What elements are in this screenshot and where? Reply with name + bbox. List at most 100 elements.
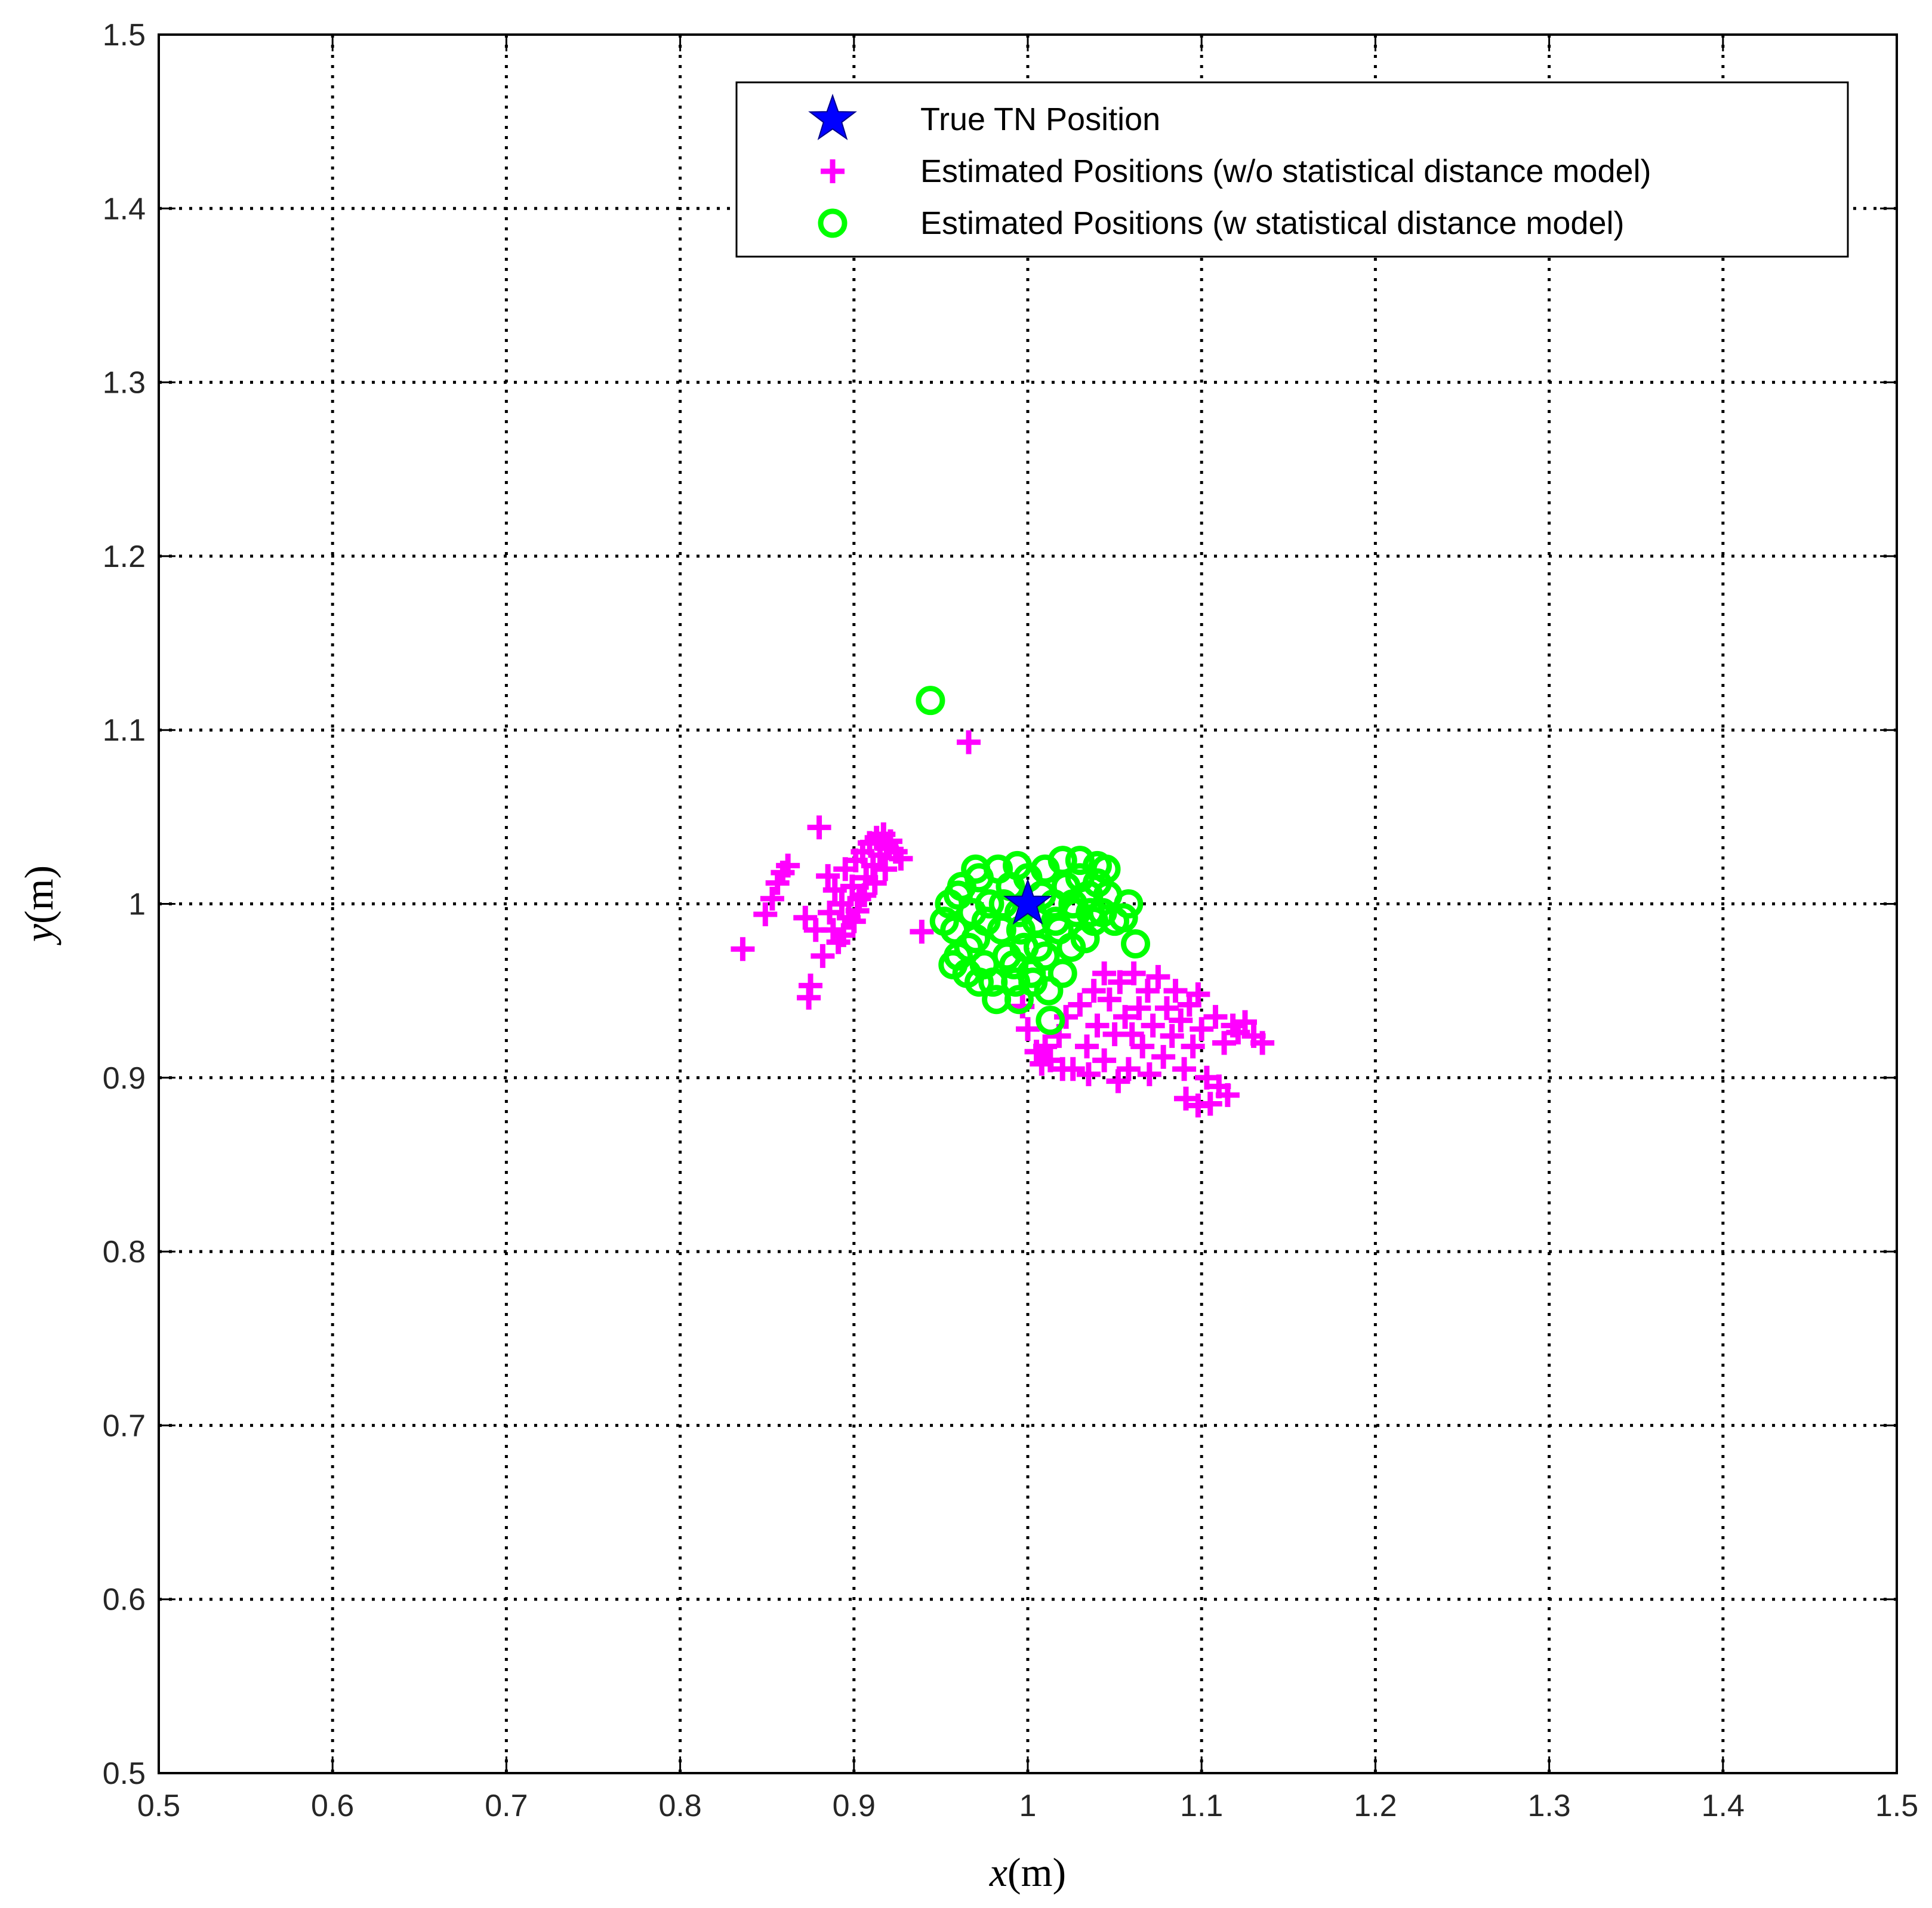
estimate-with-model-point [1003, 850, 1033, 880]
estimate-without-model-point [1135, 979, 1160, 1003]
estimate-without-model-point [956, 730, 981, 754]
estimate-with-model-point [1018, 967, 1048, 997]
estimate-without-model-point [760, 886, 784, 911]
estimate-with-model-point [1121, 929, 1151, 958]
x-axis-label: x(m) [989, 1850, 1066, 1895]
estimate-without-model-point [1033, 1034, 1058, 1059]
estimate-without-model-point [1194, 1065, 1219, 1090]
x-tick-label: 1.1 [1180, 1789, 1223, 1823]
x-tick-label: 1.3 [1527, 1789, 1570, 1823]
estimate-without-model-point [1121, 961, 1146, 986]
estimate-without-model-point [840, 874, 864, 899]
estimate-with-model-point [1082, 850, 1112, 880]
estimate-without-model-point [818, 901, 842, 925]
estimate-without-model-point [1106, 1069, 1130, 1093]
estimate-with-model-point [1076, 898, 1105, 927]
estimate-without-model-point [1068, 992, 1092, 1017]
estimate-without-model-point [1173, 1086, 1198, 1111]
estimate-with-model-point [982, 985, 1012, 1015]
estimate-without-model-point [845, 899, 870, 923]
legend-markers [808, 93, 857, 238]
estimate-without-model-point [889, 846, 913, 871]
estimate-without-model-point [862, 871, 887, 895]
y-tick-label: 1.1 [103, 713, 146, 748]
y-tick-label: 0.8 [103, 1235, 146, 1269]
estimate-with-model-point [929, 907, 959, 936]
x-tick-label: 0.9 [833, 1789, 876, 1823]
legend-box [735, 81, 1849, 258]
x-tick-label: 1.2 [1354, 1789, 1397, 1823]
estimate-without-model-point [1092, 1048, 1117, 1072]
estimate-without-model-point [1146, 964, 1170, 989]
estimate-with-model-point [1041, 907, 1071, 936]
y-tick-label: 1.3 [103, 366, 146, 400]
estimate-without-model-point [1085, 1013, 1110, 1038]
estimate-without-model-point [1116, 1057, 1141, 1081]
true-position-marker-group [1003, 878, 1052, 925]
estimate-with-model-point [1114, 889, 1144, 918]
estimate-with-model-point [1108, 903, 1138, 933]
estimate-with-model-point [999, 950, 1029, 979]
estimate-with-model-point [1047, 958, 1077, 988]
estimate-without-model-point [1076, 1062, 1101, 1086]
estimate-without-model-point [1016, 1017, 1040, 1041]
estimate-without-model-point [852, 883, 877, 907]
estimate-without-model-point [753, 902, 778, 926]
legend: True TN Position Estimated Positions (w/… [735, 81, 1849, 258]
data-series [731, 686, 1275, 1118]
estimate-without-model-point [1186, 1093, 1210, 1118]
estimate-with-model-point [1023, 932, 1053, 962]
estimate-without-model-point [793, 905, 818, 930]
y-axis-label: y(m) [16, 865, 61, 945]
estimate-without-model-point [1186, 982, 1210, 1006]
estimate-without-model-point [1250, 1031, 1275, 1055]
legend-label-with-model: Estimated Positions (w statistical dista… [920, 205, 1624, 241]
estimate-without-model-point [822, 878, 847, 902]
estimate-with-model-point [975, 889, 1004, 918]
estimate-without-model-point [830, 892, 854, 916]
estimate-without-model-point-group [731, 730, 1275, 1118]
y-tick-label: 0.5 [103, 1756, 146, 1791]
x-tick-label: 0.8 [658, 1789, 701, 1823]
legend-star-icon [808, 93, 857, 140]
true-position-marker [1003, 878, 1052, 925]
y-tick-label: 1.2 [103, 540, 146, 574]
x-tick-label: 1.5 [1875, 1789, 1918, 1823]
estimate-without-model-point [816, 864, 840, 888]
y-tick-label: 1.4 [103, 192, 146, 226]
x-tick-label: 0.5 [137, 1789, 180, 1823]
estimate-without-model-point [1081, 979, 1106, 1003]
estimate-without-model-point [1141, 1013, 1165, 1038]
x-tick-label: 1.4 [1702, 1789, 1745, 1823]
estimate-without-model-point [1127, 996, 1151, 1021]
estimate-without-model-point [1030, 1052, 1054, 1076]
estimate-without-model-point [811, 944, 835, 968]
estimate-without-model-point [1092, 961, 1117, 986]
estimate-without-model-point [1215, 1083, 1240, 1107]
estimate-without-model-point [1050, 1057, 1075, 1081]
estimate-without-model-point [776, 853, 800, 878]
estimate-without-model-point [1233, 1010, 1257, 1034]
y-tick-label: 1 [128, 887, 146, 922]
estimate-with-model-point [938, 950, 968, 979]
estimate-without-model-point [1151, 1044, 1176, 1069]
estimate-with-model-point [954, 932, 984, 962]
legend-label-true-position: True TN Position [920, 101, 1160, 137]
x-tick-label: 0.7 [485, 1789, 528, 1823]
y-tick-label: 0.9 [103, 1061, 146, 1096]
estimate-without-model-point [1130, 1034, 1155, 1059]
estimate-without-model-point [1054, 1004, 1079, 1029]
estimate-with-model-point [971, 907, 1001, 936]
estimate-with-model-point [1036, 1006, 1065, 1035]
estimate-without-model-point [1160, 1024, 1184, 1048]
estimate-without-model-point [1154, 996, 1179, 1021]
estimate-without-model-point [1108, 970, 1132, 994]
estimate-with-model-point [916, 686, 945, 716]
y-tick-labels: 0.5 0.6 0.7 0.8 0.9 1 1.1 1.2 1.3 1.4 1.5 [103, 18, 146, 1791]
estimate-without-model-point [731, 937, 755, 961]
axis-ticks [158, 33, 1898, 1774]
estimate-without-model-point [1137, 1062, 1161, 1086]
estimate-with-model-point [1065, 846, 1095, 876]
